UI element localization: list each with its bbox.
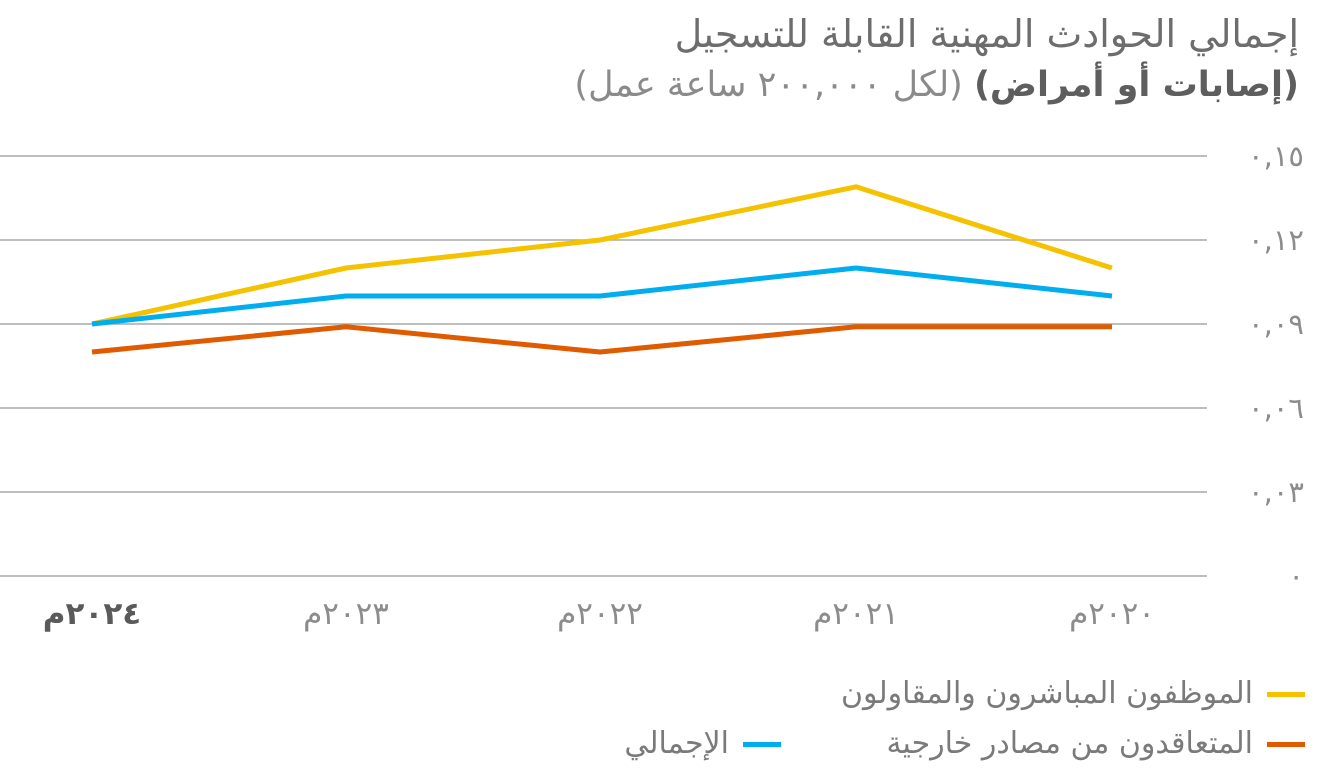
y-axis: ٠,١٥ ٠,١٢ ٠,٠٩ ٠,٠٦ ٠,٠٣ ٠ (1248, 139, 1304, 593)
y-tick-label: ٠,١٢ (1248, 223, 1304, 257)
y-tick-label: ٠,٠٦ (1248, 391, 1304, 425)
series-line (91, 265, 1113, 327)
chart-subtitle: (إصابات أو أمراض) (لكل ٢٠٠,٠٠٠ ساعة عمل) (574, 62, 1299, 108)
subtitle-regular: (لكل ٢٠٠,٠٠٠ ساعة عمل) (574, 65, 963, 105)
legend-swatch-total (743, 741, 781, 747)
grid-layer (0, 155, 1207, 577)
subtitle-bold: (إصابات أو أمراض) (973, 65, 1299, 105)
x-tick-label: ٢٠٢٣م (303, 596, 389, 632)
legend-item-total: الإجمالي (624, 726, 781, 762)
y-tick-label: ٠,٠٩ (1248, 307, 1304, 341)
legend-item-direct: الموظفون المباشرون والمقاولون (841, 676, 1305, 712)
x-tick-label: ٢٠٢٤م (43, 596, 141, 632)
x-axis: ٢٠٢٤م ٢٠٢٣م ٢٠٢٢م ٢٠٢١م ٢٠٢٠م (43, 596, 1155, 632)
x-tick-label: ٢٠٢٢م (557, 596, 643, 632)
legend-swatch-outsourced (1267, 741, 1305, 747)
legend-label-total: الإجمالي (624, 726, 729, 761)
legend-label-direct: الموظفون المباشرون والمقاولون (841, 676, 1253, 711)
series-line (91, 184, 1113, 327)
x-tick-label: ٢٠٢١م (813, 596, 899, 632)
legend: الموظفون المباشرون والمقاولون المتعاقدون… (605, 676, 1305, 766)
y-tick-label: ٠,٠٣ (1248, 475, 1304, 509)
y-tick-label: ٠ (1288, 559, 1304, 593)
series-line (91, 324, 1112, 355)
legend-item-outsourced: المتعاقدون من مصادر خارجية (886, 726, 1305, 762)
chart-title: إجمالي الحوادث المهنية القابلة للتسجيل (674, 12, 1299, 56)
legend-label-outsourced: المتعاقدون من مصادر خارجية (886, 726, 1253, 761)
y-tick-label: ٠,١٥ (1248, 139, 1304, 173)
legend-swatch-direct (1267, 691, 1305, 697)
series-layer (91, 184, 1113, 355)
x-tick-label: ٢٠٢٠م (1069, 596, 1155, 632)
